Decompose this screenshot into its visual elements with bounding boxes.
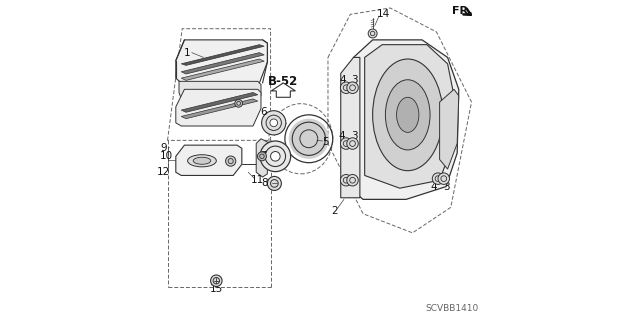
Text: 3: 3 xyxy=(351,130,358,141)
Polygon shape xyxy=(365,45,454,188)
Circle shape xyxy=(368,29,377,38)
Text: 5: 5 xyxy=(323,137,329,147)
Text: 14: 14 xyxy=(376,9,390,19)
Polygon shape xyxy=(181,59,264,80)
Polygon shape xyxy=(353,40,459,199)
Text: 12: 12 xyxy=(157,167,170,177)
Text: 8: 8 xyxy=(261,178,268,189)
Polygon shape xyxy=(176,89,261,126)
Polygon shape xyxy=(440,89,459,169)
Circle shape xyxy=(270,119,278,127)
Ellipse shape xyxy=(188,155,216,167)
Circle shape xyxy=(340,174,352,186)
Circle shape xyxy=(211,275,222,286)
Text: 3: 3 xyxy=(351,75,358,85)
Text: 15: 15 xyxy=(210,284,223,294)
Polygon shape xyxy=(256,139,268,177)
Polygon shape xyxy=(181,99,258,119)
Polygon shape xyxy=(176,145,242,175)
Polygon shape xyxy=(181,45,264,65)
Circle shape xyxy=(347,82,358,93)
Polygon shape xyxy=(176,40,268,83)
Text: 10: 10 xyxy=(159,151,173,161)
Circle shape xyxy=(289,119,329,159)
Circle shape xyxy=(340,82,352,93)
Polygon shape xyxy=(340,57,360,198)
Text: SCVBB1410: SCVBB1410 xyxy=(426,304,479,313)
Text: 11: 11 xyxy=(251,175,264,185)
Circle shape xyxy=(225,156,236,166)
Text: 7: 7 xyxy=(260,151,267,161)
Ellipse shape xyxy=(193,157,211,164)
Circle shape xyxy=(347,174,358,186)
Ellipse shape xyxy=(372,59,443,171)
Circle shape xyxy=(262,111,286,135)
Ellipse shape xyxy=(385,80,430,150)
Text: 9: 9 xyxy=(161,143,167,153)
Text: 6: 6 xyxy=(260,107,267,117)
Circle shape xyxy=(438,173,449,184)
Text: 4: 4 xyxy=(431,182,438,192)
Circle shape xyxy=(235,100,243,107)
Circle shape xyxy=(347,138,358,149)
Polygon shape xyxy=(179,81,261,99)
Text: B-52: B-52 xyxy=(268,75,298,88)
Circle shape xyxy=(260,141,291,172)
Circle shape xyxy=(268,176,282,190)
Circle shape xyxy=(257,152,266,161)
Text: 3: 3 xyxy=(443,182,449,192)
Circle shape xyxy=(432,173,444,184)
Circle shape xyxy=(340,138,352,149)
Text: 2: 2 xyxy=(332,205,339,216)
Text: 1: 1 xyxy=(184,48,191,58)
Polygon shape xyxy=(181,93,258,112)
Text: 4: 4 xyxy=(340,75,346,85)
Circle shape xyxy=(271,152,280,161)
Polygon shape xyxy=(181,53,264,74)
Text: 4: 4 xyxy=(339,130,345,141)
Text: FR.: FR. xyxy=(452,5,472,16)
Polygon shape xyxy=(271,83,296,97)
Ellipse shape xyxy=(397,97,419,132)
